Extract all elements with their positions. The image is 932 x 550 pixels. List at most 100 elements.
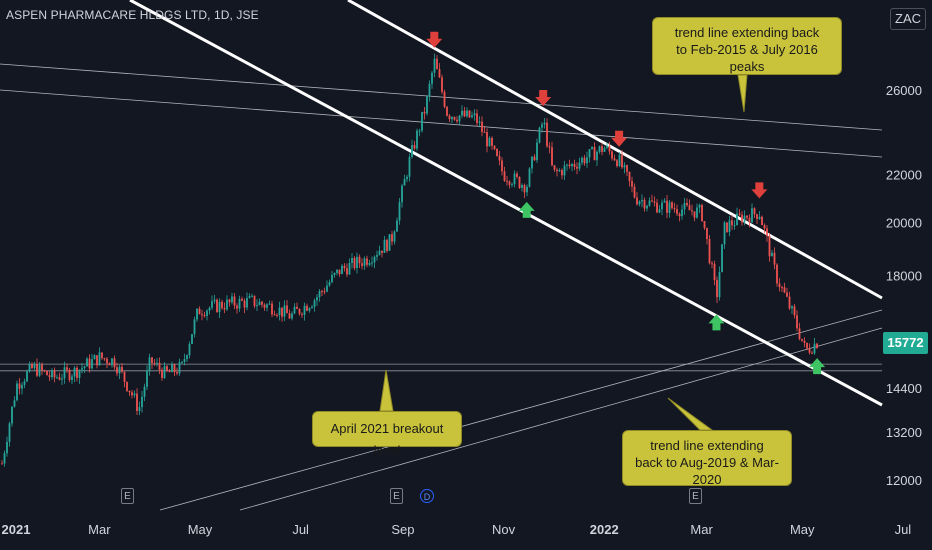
earnings-marker[interactable]: E [689,488,702,504]
annotation-breakout[interactable]: April 2021 breakout level [312,411,462,458]
candle-body [701,205,703,222]
candle-body [1,463,3,465]
candle-body [723,222,726,245]
candle-body [411,145,413,157]
long-term-trend-line [239,327,883,511]
candle-body [51,370,53,378]
candle-body [698,205,701,208]
x-axis-tick-label: May [188,522,213,537]
annotation-top-right[interactable]: trend line extending back to Feb-2015 & … [652,17,842,75]
annotation-bottom-right[interactable]: trend line extending back to Aug-2019 & … [622,430,792,487]
candle-body [316,297,318,301]
buy-signal-arrow [708,314,725,331]
candle-body [343,265,346,269]
candle-body [96,355,98,366]
dividend-marker[interactable]: D [420,489,434,503]
annotation-breakout-text: April 2021 breakout level [330,421,444,458]
candle-body [28,364,31,372]
candle-body [206,310,208,316]
candle-body [613,158,616,161]
candle-body [308,308,311,311]
candle-body [283,305,286,317]
candle-body [681,209,683,217]
candle-body [778,283,781,288]
sell-signal-arrow [426,31,443,48]
candle-body [623,165,626,168]
candle-body [256,305,258,307]
candle-body [636,197,638,205]
currency-badge[interactable]: ZAC [890,8,926,30]
candle-body [193,319,196,335]
candle-body [161,369,163,378]
candle-body [78,369,81,378]
sell-signal-arrow [751,182,768,199]
candle-body [266,304,268,308]
candle-body [251,295,253,297]
candle-body [661,202,663,210]
candle-body [583,157,586,164]
candle-body [571,163,573,167]
candle-body [626,165,628,172]
y-axis-tick-label: 20000 [886,215,922,230]
candle-body [598,146,601,152]
candle-body [46,370,48,376]
candle-body [166,366,168,371]
candle-body [181,361,183,363]
candle-body [646,205,648,209]
y-axis-tick-label: 26000 [886,83,922,98]
candle-body [426,96,428,114]
candle-body [323,291,326,293]
candle-body [743,215,746,223]
candle-body [88,358,91,369]
candle-body [313,300,316,307]
candle-body [401,185,403,203]
earnings-marker[interactable]: E [390,488,403,504]
candle-body [676,209,678,214]
candle-body [201,314,203,316]
candle-body [286,305,288,314]
candle-body [541,124,543,128]
candle-body [658,209,661,213]
channel-upper-line [347,0,883,300]
candle-body [163,366,166,378]
candle-body [711,263,713,265]
candle-body [688,205,691,211]
candle-body [666,200,668,213]
candle-body [341,265,343,275]
candle-body [528,168,531,187]
candle-body [351,257,353,264]
candle-body [71,376,73,381]
candle-body [728,220,731,233]
candle-body [678,213,681,217]
candle-body [413,145,416,149]
candle-body [508,181,511,185]
candle-body [533,156,536,161]
candle-body [178,362,181,374]
candle-body [748,217,751,223]
buy-signal-arrow [809,358,826,375]
candle-body [13,400,16,407]
annotation-bottom-right-text: trend line extending back to Aug-2019 & … [635,438,779,487]
candle-body [48,375,51,378]
candle-body [463,110,466,117]
y-axis-tick-label: 12000 [886,473,922,488]
candle-body [258,301,261,306]
x-axis-tick-label: Mar [690,522,713,537]
sell-signal-arrow [611,130,628,147]
candle-body [788,296,791,309]
candle-body [168,370,171,373]
candle-body [153,363,156,365]
candle-body [156,362,158,364]
candle-body [766,228,768,236]
candle-body [393,231,396,242]
candle-body [363,258,366,266]
candle-body [31,364,33,369]
candle-body [276,314,278,316]
candle-body [763,225,766,229]
candle-body [23,381,26,385]
earnings-marker[interactable]: E [121,488,134,504]
candle-body [98,352,101,366]
candle-body [108,363,111,366]
candle-body [618,154,621,167]
